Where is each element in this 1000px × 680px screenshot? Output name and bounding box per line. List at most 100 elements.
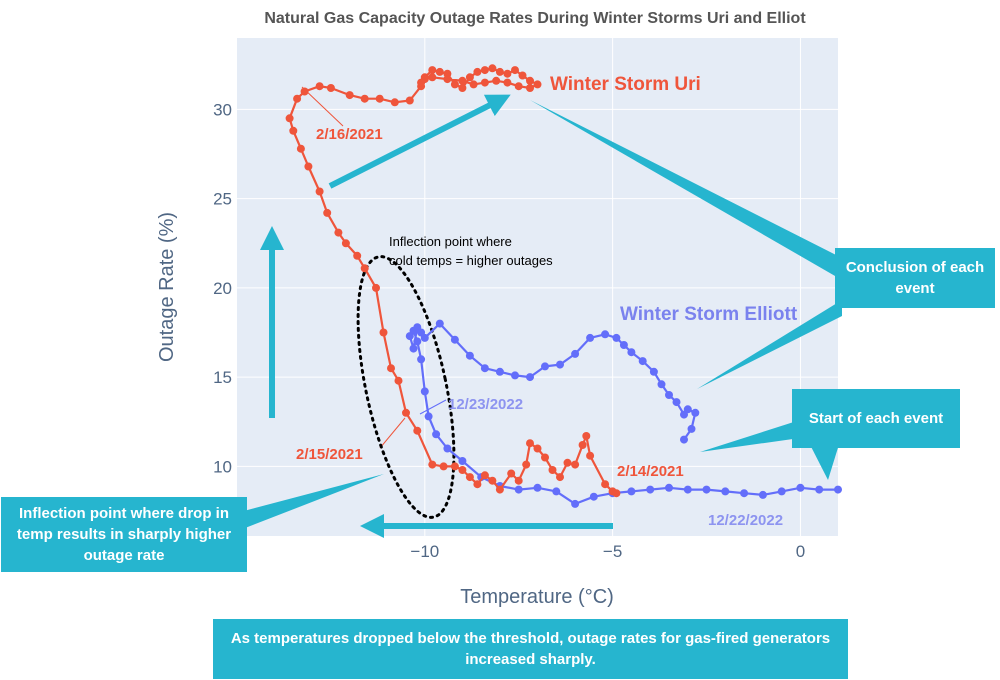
data-point-uri — [522, 460, 531, 469]
elliott-series-label: Winter Storm Elliott — [620, 304, 798, 325]
data-point-uri — [360, 264, 369, 273]
data-point-uri — [514, 82, 523, 91]
leader-line-0215 — [379, 417, 406, 449]
gridlines — [237, 38, 838, 536]
data-point-uri — [341, 239, 350, 248]
date-label-uri-0216: 2/16/2021 — [316, 126, 383, 143]
annotation-shapes — [240, 86, 845, 538]
data-point-uri — [571, 460, 580, 469]
data-point-elliott — [526, 373, 534, 382]
data-point-elliott — [420, 333, 429, 342]
data-point-elliott — [424, 412, 433, 421]
data-point-uri — [469, 80, 478, 89]
data-point-uri — [394, 376, 403, 385]
data-point-elliott — [665, 483, 673, 492]
x-tick-label: 0 — [796, 542, 805, 561]
data-point-elliott — [450, 335, 459, 344]
data-point-uri — [563, 458, 572, 467]
data-point-uri — [578, 441, 587, 449]
data-point-uri — [488, 476, 497, 485]
data-point-uri — [439, 462, 448, 471]
data-point-uri — [533, 80, 542, 89]
data-point-elliott — [619, 341, 628, 349]
x-tick-label: −5 — [603, 542, 622, 561]
data-point-elliott — [683, 405, 692, 414]
date-label-elliott-1222: 12/22/2022 — [708, 512, 783, 529]
data-point-uri — [353, 251, 362, 260]
data-point-elliott — [721, 487, 730, 496]
data-point-uri — [435, 67, 444, 76]
data-point-uri — [526, 439, 534, 448]
x-tick-label: −10 — [410, 542, 439, 561]
data-point-elliott — [465, 351, 474, 360]
data-point-elliott — [740, 489, 749, 498]
data-point-elliott — [420, 387, 429, 396]
data-point-elliott — [680, 435, 688, 444]
data-point-uri — [480, 471, 489, 480]
data-point-uri — [458, 76, 467, 85]
data-point-uri — [428, 73, 437, 82]
uri-series-label: Winter Storm Uri — [550, 74, 701, 95]
inflection-note-line-2: cold temps = higher outages — [389, 253, 553, 268]
data-point-uri — [387, 364, 395, 373]
callout-tail-inflection — [240, 474, 384, 530]
data-point-uri — [473, 480, 482, 489]
date-label-uri-0215: 2/15/2021 — [296, 446, 363, 463]
data-point-uri — [345, 91, 354, 100]
data-point-uri — [428, 460, 437, 469]
leader-line-0216 — [301, 86, 344, 127]
data-point-elliott — [480, 364, 489, 373]
callout-summary: As temperatures dropped below the thresh… — [213, 619, 848, 679]
data-point-uri — [417, 78, 426, 87]
data-point-elliott — [687, 424, 696, 433]
data-point-uri — [428, 66, 437, 75]
data-point-uri — [465, 73, 474, 82]
data-point-uri — [480, 78, 489, 87]
inflection-note-line-1: Inflection point where — [389, 234, 512, 249]
data-point-uri — [450, 462, 459, 471]
data-point-elliott — [458, 457, 467, 465]
series-elliott — [405, 319, 842, 508]
data-point-elliott — [443, 444, 452, 453]
data-point-elliott — [571, 499, 580, 508]
data-point-uri — [495, 485, 504, 494]
y-tick-label: 10 — [213, 457, 232, 476]
data-point-elliott — [432, 430, 441, 439]
data-point-uri — [289, 126, 298, 135]
data-point-uri — [608, 487, 617, 496]
data-point-elliott — [435, 319, 444, 328]
data-point-uri — [507, 469, 516, 478]
data-point-uri — [458, 466, 467, 474]
data-point-uri — [526, 84, 534, 92]
data-point-elliott — [638, 357, 647, 366]
data-point-uri — [304, 162, 313, 171]
data-point-uri — [443, 75, 452, 84]
data-point-elliott — [405, 332, 414, 341]
data-point-elliott — [541, 362, 549, 371]
data-point-elliott — [777, 487, 786, 496]
data-point-uri — [492, 76, 501, 85]
callout-tail-conclusion-elliott — [697, 300, 842, 389]
data-point-elliott — [657, 380, 666, 389]
callout-tail-start-elliott — [700, 420, 800, 452]
data-point-uri — [473, 67, 482, 76]
data-point-elliott — [552, 487, 561, 496]
data-point-uri — [518, 71, 527, 80]
data-point-uri — [586, 451, 595, 460]
data-point-elliott — [511, 371, 519, 380]
data-point-uri — [495, 67, 504, 76]
data-point-uri — [488, 64, 497, 73]
data-point-elliott — [495, 367, 504, 376]
data-point-elliott — [649, 367, 658, 376]
data-point-uri — [315, 187, 324, 196]
data-point-uri — [533, 444, 542, 453]
data-point-uri — [458, 84, 467, 92]
leader-line-1223 — [419, 399, 447, 415]
annotation-labels: Winter Storm Uri Winter Storm Elliott 2/… — [296, 74, 798, 529]
arrow-to-conclusion — [328, 94, 511, 189]
data-point-elliott — [417, 355, 426, 364]
data-series — [285, 64, 842, 508]
data-point-uri — [379, 328, 388, 337]
data-point-uri — [601, 480, 610, 489]
data-point-uri — [503, 69, 512, 78]
